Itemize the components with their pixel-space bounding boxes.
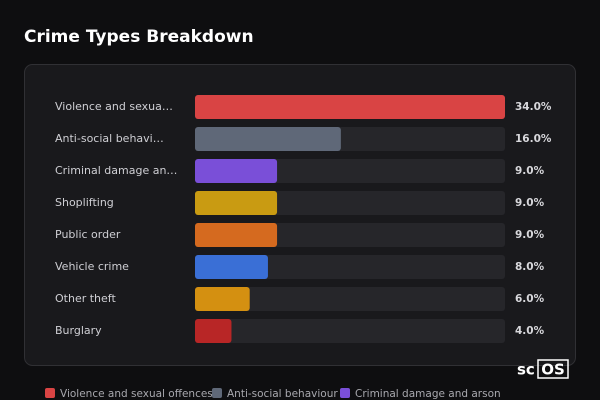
category-label: Violence and sexua… <box>55 100 173 113</box>
value-label: 9.0% <box>515 229 545 241</box>
legend-label: Violence and sexual offences <box>60 388 213 400</box>
chart-title: Crime Types Breakdown <box>24 27 254 47</box>
bar <box>195 223 278 247</box>
value-label: 34.0% <box>515 101 552 113</box>
category-label: Vehicle crime <box>55 260 129 273</box>
value-label: 9.0% <box>515 165 545 177</box>
bar <box>195 127 341 151</box>
bar <box>195 255 268 279</box>
category-label: Criminal damage an… <box>55 164 177 177</box>
legend-label: Criminal damage and arson <box>355 388 501 400</box>
value-label: 6.0% <box>515 293 545 305</box>
legend-swatch <box>45 388 55 398</box>
bar <box>195 287 250 311</box>
legend-label: Anti-social behaviour <box>227 388 338 400</box>
bar <box>195 191 278 215</box>
value-label: 9.0% <box>515 197 545 209</box>
category-label: Anti-social behavi… <box>55 132 164 145</box>
value-label: 16.0% <box>515 133 552 145</box>
watermark: sc OS <box>517 359 569 379</box>
bar <box>195 95 505 119</box>
watermark-box <box>537 359 569 379</box>
category-label: Public order <box>55 228 121 241</box>
legend-swatch <box>340 388 350 398</box>
watermark-boxed: OS <box>541 361 565 379</box>
bar <box>195 319 232 343</box>
watermark-prefix: sc <box>517 361 535 379</box>
bar-track <box>195 319 505 343</box>
bar-track <box>195 255 505 279</box>
category-label: Shoplifting <box>55 196 114 209</box>
legend-swatch <box>212 388 222 398</box>
value-label: 8.0% <box>515 261 545 273</box>
category-label: Burglary <box>55 324 102 337</box>
category-label: Other theft <box>55 292 116 305</box>
bar <box>195 159 278 183</box>
value-label: 4.0% <box>515 325 545 337</box>
bar-track <box>195 287 505 311</box>
